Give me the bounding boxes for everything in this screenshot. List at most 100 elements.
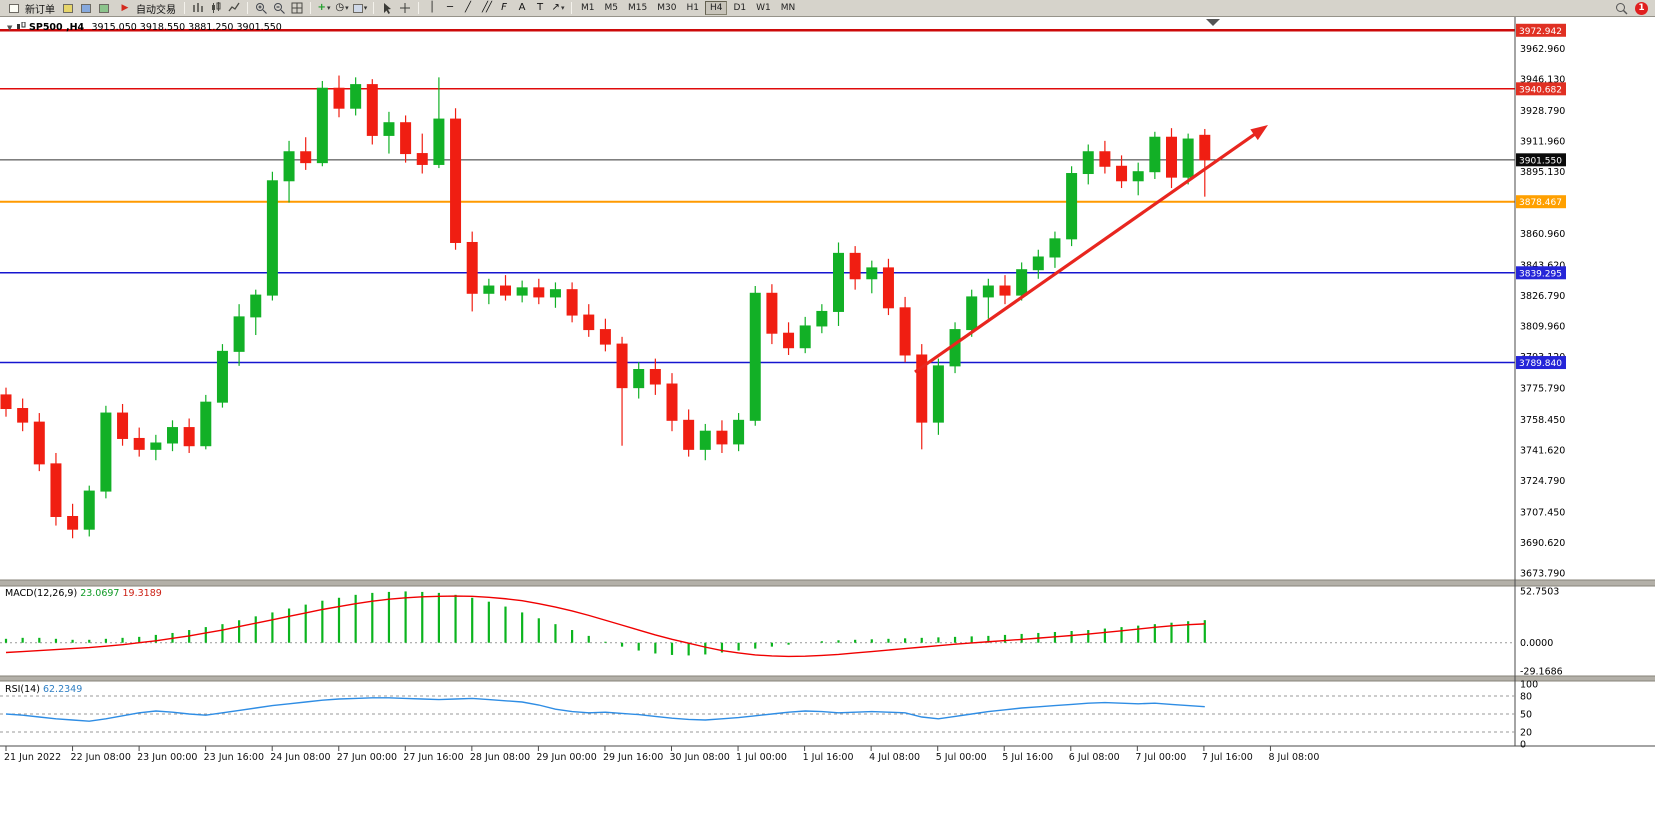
timeframe-h4-button[interactable]: H4 [704,1,728,15]
candle [1032,256,1044,271]
candle [932,365,944,423]
timeframe-m15-button[interactable]: M15 [628,3,648,13]
time-axis-label: 4 Jul 08:00 [869,752,920,763]
candle [1066,173,1078,240]
tile-windows-icon[interactable] [289,1,305,15]
candle [383,122,395,136]
candle [1149,136,1161,173]
time-axis-label: 23 Jun 16:00 [204,752,264,763]
candle [333,87,345,109]
zoom-in-icon[interactable] [253,1,269,15]
auto-trading-button[interactable]: ▶ 自动交易 [114,1,179,16]
trend-arrow-head[interactable] [1250,125,1268,141]
price-badge-label: 3789.840 [1519,359,1562,369]
timeframe-mn-button[interactable]: MN [780,3,796,13]
terminal-icon[interactable] [96,1,112,15]
text-tool-icon[interactable]: A [518,2,526,13]
macd-axis-label: 0.0000 [1520,638,1553,649]
line-chart-icon[interactable] [226,1,242,15]
fibonacci-tool-icon[interactable]: F [501,2,507,13]
chart-ohlc-header: ▼ SP500 ,H4 3915.050 3918.550 3881.250 3… [7,21,282,33]
time-axis-label: 30 Jun 08:00 [670,752,730,763]
arrows-tool-dropdown[interactable]: ↗ ▾ [551,2,565,13]
candle [266,180,278,296]
horizontal-line-tool-icon[interactable]: ─ [446,2,454,13]
rsi-axis-label: 80 [1520,692,1532,703]
templates-dropdown[interactable]: ▾ [352,1,368,15]
new-order-button[interactable]: 新订单 [3,1,58,16]
candle [483,285,495,294]
panel-splitter[interactable] [0,676,1655,681]
zoom-out-icon[interactable] [271,1,287,15]
trendline-tool-icon[interactable]: ╱ [464,2,472,13]
candlestick-chart-icon[interactable] [208,1,224,15]
toolbar-separator [247,2,248,14]
main-toolbar: 新订单 ▶ 自动交易 + ▾ ◷ ▾ ▾ [0,0,1655,17]
candle [1082,151,1094,175]
candle [816,310,828,327]
rsi-name: RSI(14) [5,684,40,695]
candle [583,314,595,331]
time-axis-label: 22 Jun 08:00 [71,752,131,763]
candle [666,383,678,421]
time-axis-label: 27 Jun 00:00 [337,752,397,763]
rsi-axis-label: 0 [1520,740,1526,751]
auto-trading-icon: ▶ [121,2,129,13]
candle [133,437,145,450]
candle [749,292,761,421]
charts-window-icon[interactable] [60,1,76,15]
timeframe-w1-button[interactable]: W1 [756,3,771,13]
indicators-dropdown[interactable]: + ▾ [317,2,331,13]
vertical-line-tool-icon[interactable]: │ [428,2,436,13]
candle [999,285,1011,296]
one-click-arrow-icon[interactable]: ▼ [7,24,13,32]
time-axis-label: 21 Jun 2022 [4,752,61,763]
text-label-tool-icon[interactable]: T [536,2,544,13]
candle [733,419,745,445]
candle [250,294,262,318]
auto-trading-label: 自动交易 [136,4,176,16]
price-badge-label: 3972.942 [1519,27,1562,37]
price-axis-label: 3809.960 [1520,322,1565,333]
search-icon[interactable] [1613,1,1629,15]
candle [350,84,362,109]
timeframe-m30-button[interactable]: M30 [657,3,677,13]
candle [50,463,62,517]
timeframe-h1-button[interactable]: H1 [686,3,699,13]
timeframe-d1-button[interactable]: D1 [733,3,747,13]
time-axis-label: 1 Jul 16:00 [803,752,854,763]
toolbar-separator [571,2,572,14]
price-badge-label: 3878.467 [1519,198,1562,208]
cursor-icon[interactable] [379,1,395,15]
periods-dropdown[interactable]: ◷ ▾ [335,2,349,13]
price-badge-label: 3839.295 [1519,269,1562,279]
notification-badge[interactable]: 1 [1635,1,1648,15]
time-axis-label: 29 Jun 00:00 [536,752,596,763]
candle [117,412,129,439]
price-axis-label: 3775.790 [1520,384,1565,395]
price-axis-label: 3911.960 [1520,136,1565,147]
channel-tool-icon[interactable]: ╱╱ [481,2,492,13]
candle [533,287,545,298]
trend-arrow-line[interactable] [914,129,1261,374]
price-badge [1516,23,1566,37]
candle [100,412,112,492]
price-badge [1516,356,1566,370]
rsi-line [5,697,1205,722]
rsi-axis-label: 50 [1520,710,1532,721]
chart-shift-marker[interactable] [1206,19,1220,26]
candle [899,307,911,356]
timeframe-m1-button[interactable]: M1 [581,3,595,13]
crosshair-icon[interactable] [397,1,413,15]
bar-chart-icon[interactable] [190,1,206,15]
symbol-period-label: SP500 ,H4 [29,22,85,33]
timeframe-m5-button[interactable]: M5 [604,3,619,13]
time-axis-label: 6 Jul 08:00 [1069,752,1120,763]
panel-splitter[interactable] [0,580,1655,586]
market-watch-icon[interactable] [78,1,94,15]
candle [566,289,578,316]
candle [549,289,561,298]
candle [433,118,445,165]
